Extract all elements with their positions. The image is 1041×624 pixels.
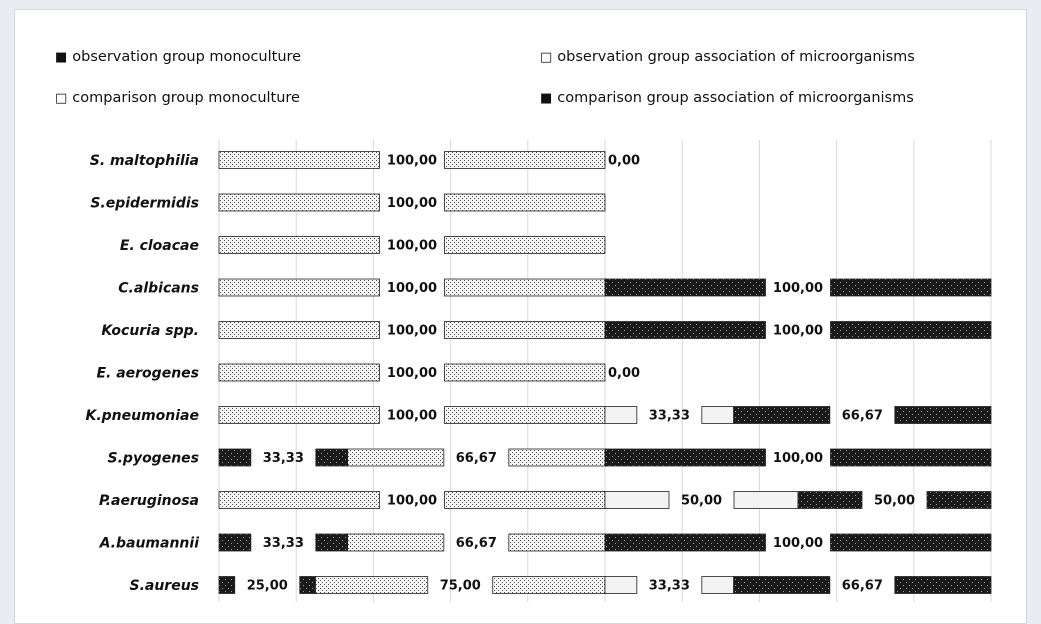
legend-item-observation-association: □ observation group association of micro… — [540, 49, 915, 65]
category-label: S. maltophilia — [90, 153, 199, 169]
bar-segment — [894, 406, 992, 424]
data-label: 100,00 — [387, 324, 437, 339]
legend-item-comparison-association: ■ comparison group association of microo… — [540, 90, 914, 106]
bar-segment — [315, 448, 349, 467]
data-label: 100,00 — [387, 281, 437, 296]
legend-marker: □ — [55, 90, 68, 106]
bar-segment — [508, 448, 606, 467]
bar-segment — [218, 321, 380, 339]
bar-segment — [444, 236, 606, 254]
bar-segment — [701, 406, 735, 424]
bar-segment — [830, 278, 992, 297]
data-label: 66,67 — [842, 579, 883, 594]
category-label: S.aureus — [129, 578, 199, 594]
data-label: 66,67 — [842, 409, 883, 424]
data-label: 100,00 — [387, 239, 437, 254]
data-label: 0,00 — [608, 154, 640, 169]
bar-segment — [444, 193, 606, 212]
data-label: 75,00 — [440, 579, 481, 594]
bar-segment — [444, 278, 606, 297]
data-label: 100,00 — [773, 536, 823, 551]
data-label: 0,00 — [608, 366, 640, 381]
bar-segment — [604, 491, 670, 509]
data-label: 33,33 — [649, 579, 690, 594]
bar-segment — [218, 363, 380, 382]
bar-segment — [218, 236, 380, 254]
bar-segment — [218, 576, 236, 594]
bar-segment — [894, 576, 992, 594]
category-label: E. aerogenes — [96, 366, 199, 382]
data-label: 66,67 — [456, 451, 497, 466]
category-label: A.baumannii — [99, 536, 200, 552]
bar-segment — [218, 448, 252, 467]
bar-segment — [315, 576, 429, 594]
data-label: 33,33 — [263, 451, 304, 466]
legend-label: observation group monoculture — [72, 49, 302, 65]
category-label: K.pneumoniae — [85, 408, 199, 424]
data-label: 100,00 — [773, 281, 823, 296]
category-label: E. cloacae — [120, 238, 199, 254]
data-label: 66,67 — [456, 536, 497, 551]
bar-segment — [604, 321, 766, 339]
legend-marker: □ — [540, 49, 553, 65]
bar-segment — [218, 278, 380, 297]
bar-segment — [701, 576, 735, 594]
chart-frame: ■ observation group monoculture □ observ… — [14, 9, 1027, 624]
bar-segment — [830, 321, 992, 339]
bar-segment — [733, 576, 831, 594]
category-label: S.epidermidis — [90, 196, 199, 212]
data-label: 100,00 — [773, 451, 823, 466]
legend-item-observation-monoculture: ■ observation group monoculture — [55, 49, 301, 65]
bar-segment — [797, 491, 863, 509]
legend-label: comparison group monoculture — [72, 90, 300, 106]
data-label: 33,33 — [263, 536, 304, 551]
bar-segment — [299, 576, 316, 594]
bar-segment — [444, 321, 606, 339]
bar-segment — [347, 533, 445, 552]
data-label: 100,00 — [387, 409, 437, 424]
bar-segment — [830, 533, 992, 552]
bar-segment — [347, 448, 445, 467]
data-label: 100,00 — [387, 196, 437, 211]
category-label: S.pyogenes — [108, 451, 199, 467]
bar-segment — [492, 576, 606, 594]
legend-label: comparison group association of microorg… — [557, 90, 914, 106]
legend-marker: ■ — [55, 49, 68, 65]
category-label: Kocuria spp. — [101, 323, 199, 339]
bar-segment — [218, 151, 380, 169]
bar-segment — [604, 406, 638, 424]
bar-segment — [218, 533, 252, 552]
data-label: 100,00 — [773, 324, 823, 339]
bar-segment — [315, 533, 349, 552]
data-label: 50,00 — [874, 494, 915, 509]
bar-segment — [218, 193, 380, 212]
bar-segment — [604, 533, 766, 552]
bar-segment — [604, 278, 766, 297]
bar-segment — [508, 533, 606, 552]
legend-item-comparison-monoculture: □ comparison group monoculture — [55, 90, 300, 106]
category-label: C.albicans — [118, 281, 199, 297]
bar-segment — [444, 406, 606, 424]
data-label: 50,00 — [681, 494, 722, 509]
data-label: 100,00 — [387, 494, 437, 509]
bar-segment — [444, 151, 606, 169]
bar-segment — [444, 363, 606, 382]
legend-marker: ■ — [540, 90, 553, 106]
category-label: P.aeruginosa — [99, 493, 199, 509]
data-label: 100,00 — [387, 366, 437, 381]
bar-segment — [733, 491, 799, 509]
bar-segment — [830, 448, 992, 467]
legend-label: observation group association of microor… — [557, 49, 915, 65]
bar-segment — [218, 406, 380, 424]
bar-segment — [604, 448, 766, 467]
data-label: 100,00 — [387, 154, 437, 169]
bar-segment — [604, 576, 638, 594]
bar-segment — [926, 491, 992, 509]
bar-segment — [218, 491, 380, 509]
bar-segment — [444, 491, 606, 509]
data-label: 33,33 — [649, 409, 690, 424]
bar-segment — [733, 406, 831, 424]
data-label: 25,00 — [247, 579, 288, 594]
